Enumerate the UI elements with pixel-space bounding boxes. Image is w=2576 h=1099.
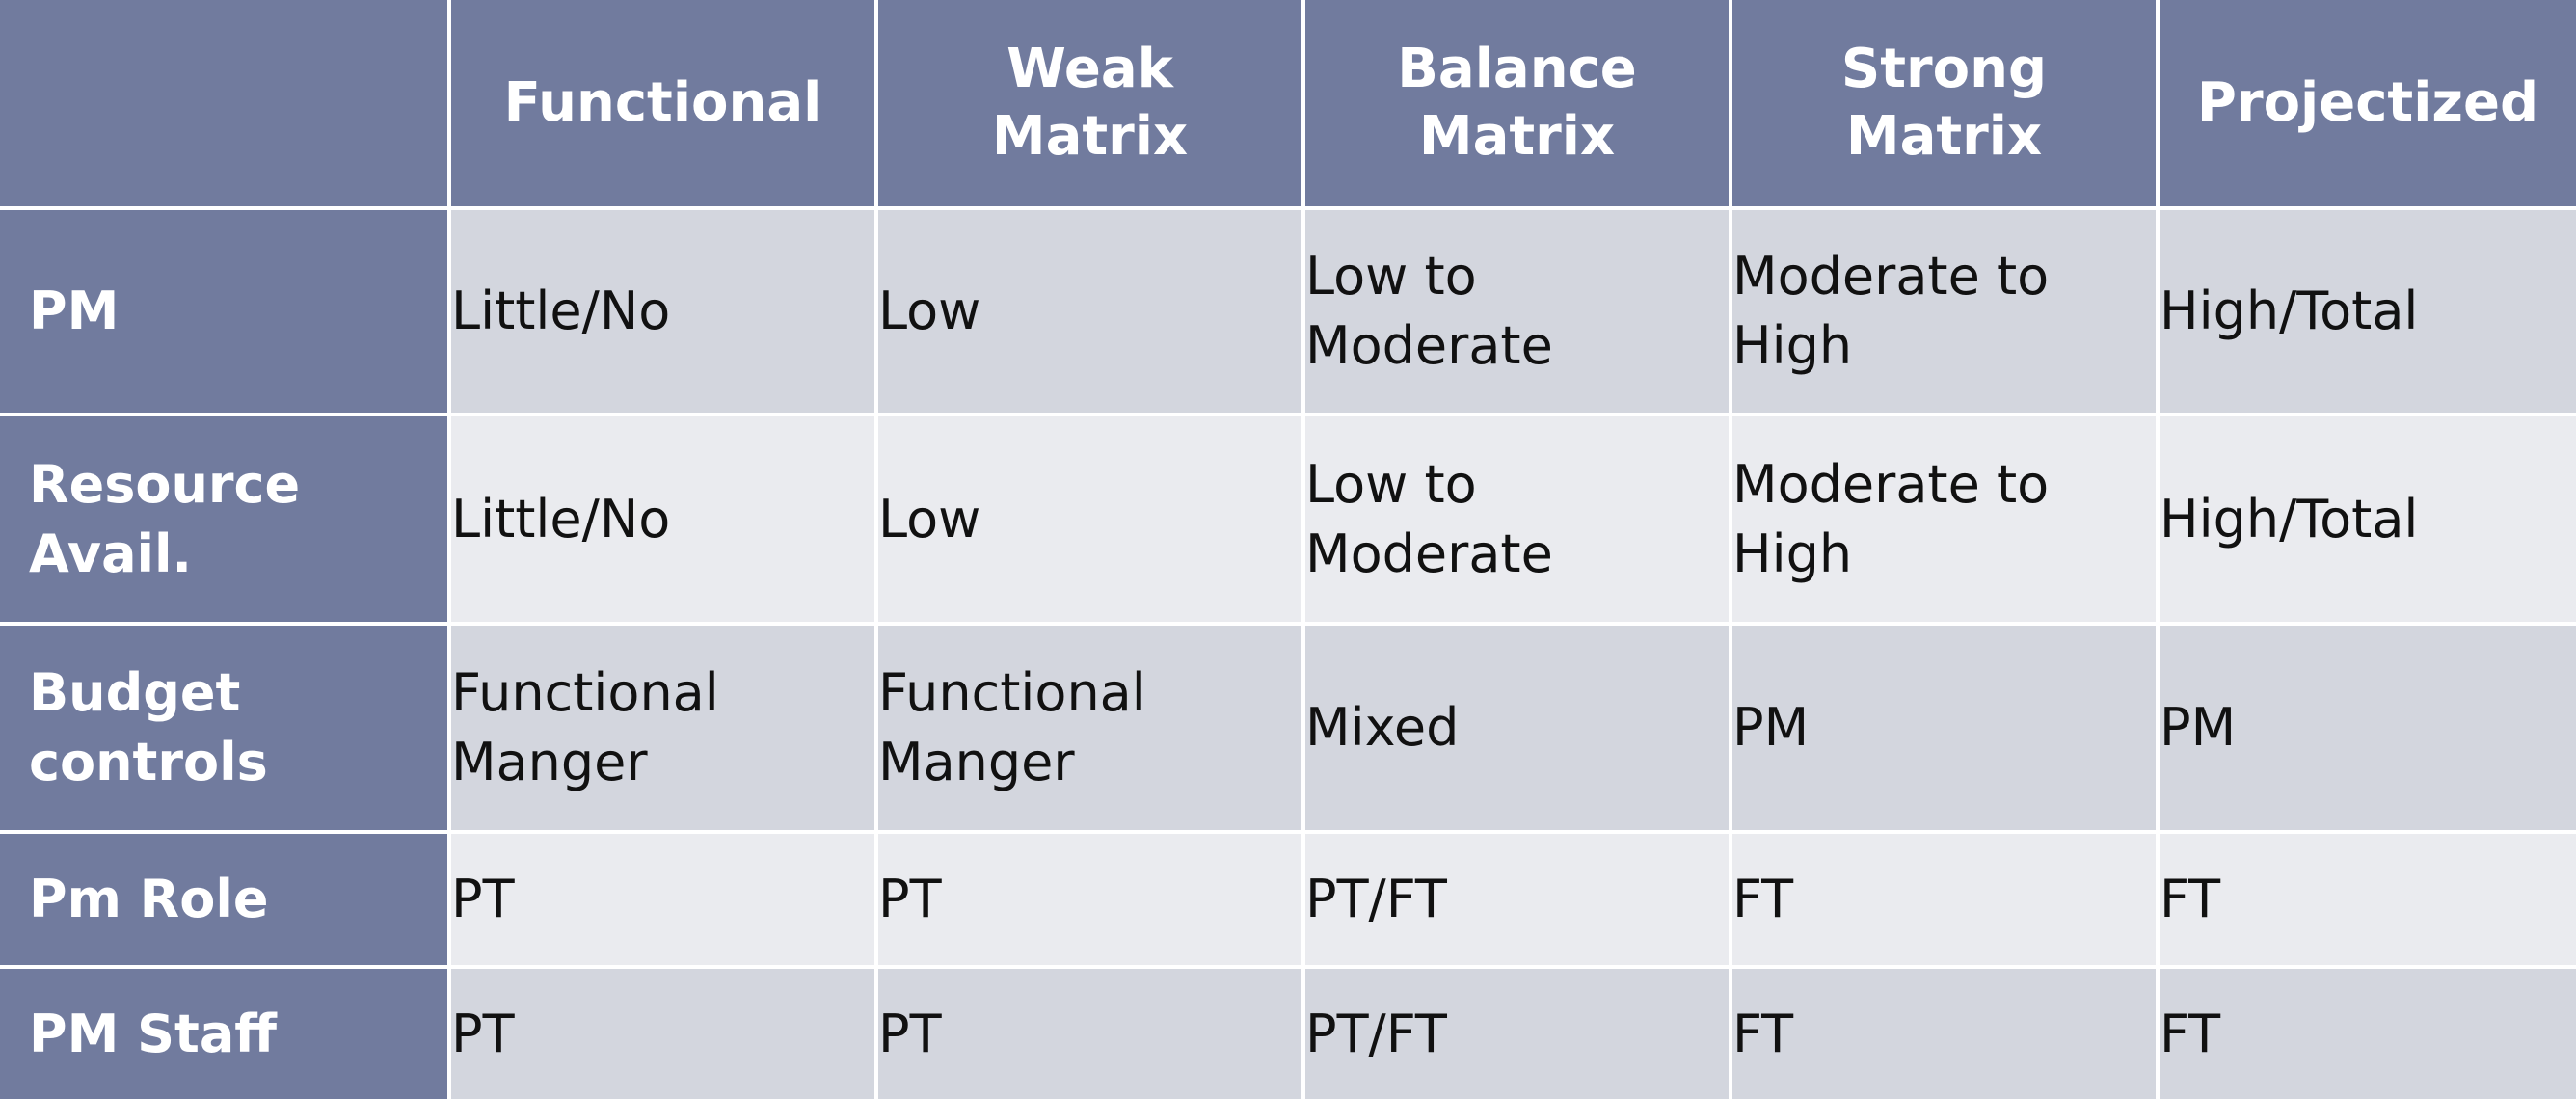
- table-cell: Low: [878, 416, 1305, 626]
- column-header-functional: Functional: [451, 0, 878, 210]
- table-cell: High/Total: [2160, 416, 2576, 626]
- table-cell: Moderate to High: [1732, 210, 2160, 416]
- header-corner-cell: [0, 0, 451, 210]
- table-cell: PM: [1732, 626, 2160, 834]
- row-header-resource-avail: Resource Avail.: [0, 416, 451, 626]
- table-cell: Moderate to High: [1732, 416, 2160, 626]
- table-row-pm: PM Little/No Low Low to Moderate Moderat…: [0, 210, 2576, 416]
- column-header-line: Matrix: [1845, 105, 2043, 168]
- table-cell: Little/No: [451, 210, 878, 416]
- cell-line: PT: [451, 1003, 515, 1064]
- cell-line: Little/No: [451, 488, 671, 550]
- table-cell: Low to Moderate: [1305, 210, 1732, 416]
- cell-line: FT: [1732, 869, 1794, 929]
- column-header-line: Balance: [1397, 38, 1637, 100]
- table-cell: PT: [451, 969, 878, 1099]
- row-header-pm-role: Pm Role: [0, 834, 451, 969]
- table-row-budget-controls: Budget controls Functional Manger Functi…: [0, 626, 2576, 834]
- cell-line: Manger: [451, 732, 648, 792]
- table-cell: FT: [2160, 834, 2576, 969]
- cell-line: Low to: [1305, 453, 1477, 515]
- cell-line: High/Total: [2160, 488, 2419, 550]
- row-header-budget-controls: Budget controls: [0, 626, 451, 834]
- cell-line: High: [1732, 523, 1853, 584]
- table-cell: Functional Manger: [878, 626, 1305, 834]
- cell-line: High: [1732, 315, 1853, 376]
- cell-line: Mixed: [1305, 697, 1460, 758]
- table-cell: High/Total: [2160, 210, 2576, 416]
- table-row-pm-role: Pm Role PT PT PT/FT FT FT: [0, 834, 2576, 969]
- table-row-pm-staff: PM Staff PT PT PT/FT FT FT: [0, 969, 2576, 1099]
- row-header-line: Budget: [29, 662, 241, 723]
- cell-line: FT: [1732, 1003, 1794, 1064]
- cell-line: Moderate: [1305, 523, 1553, 584]
- table-cell: PT/FT: [1305, 834, 1732, 969]
- cell-line: Functional: [878, 662, 1146, 723]
- cell-line: PM: [1732, 697, 1810, 758]
- column-header-weak-matrix: Weak Matrix: [878, 0, 1305, 210]
- header-row: Functional Weak Matrix Balance Matrix St…: [0, 0, 2576, 210]
- table-cell: PT/FT: [1305, 969, 1732, 1099]
- cell-line: FT: [2160, 869, 2221, 929]
- cell-line: PT/FT: [1305, 869, 1447, 929]
- table-cell: FT: [1732, 969, 2160, 1099]
- column-header-line: Projectized: [2196, 71, 2539, 134]
- table-row-resource-avail: Resource Avail. Little/No Low Low to Mod…: [0, 416, 2576, 626]
- row-header-line: Resource: [29, 453, 301, 515]
- cell-line: Low: [878, 281, 981, 341]
- table-cell: Mixed: [1305, 626, 1732, 834]
- table-cell: PT: [451, 834, 878, 969]
- cell-line: FT: [2160, 1003, 2221, 1064]
- cell-line: PT: [451, 869, 515, 929]
- cell-line: Little/No: [451, 281, 671, 341]
- column-header-projectized: Projectized: [2160, 0, 2576, 210]
- column-header-line: Strong: [1840, 38, 2048, 100]
- row-header-line: Pm Role: [29, 869, 269, 929]
- table-cell: FT: [1732, 834, 2160, 969]
- row-header-line: PM: [29, 281, 120, 341]
- table-cell: PT: [878, 969, 1305, 1099]
- row-header-pm: PM: [0, 210, 451, 416]
- row-header-pm-staff: PM Staff: [0, 969, 451, 1099]
- cell-line: PT: [878, 1003, 942, 1064]
- cell-line: Moderate to: [1732, 453, 2050, 515]
- table-cell: PM: [2160, 626, 2576, 834]
- cell-line: Low: [878, 488, 981, 550]
- row-header-line: Avail.: [29, 523, 193, 584]
- table-cell: Functional Manger: [451, 626, 878, 834]
- cell-line: PT: [878, 869, 942, 929]
- table-cell: FT: [2160, 969, 2576, 1099]
- table-cell: Little/No: [451, 416, 878, 626]
- table-cell: Low to Moderate: [1305, 416, 1732, 626]
- cell-line: Moderate: [1305, 315, 1553, 376]
- column-header-strong-matrix: Strong Matrix: [1732, 0, 2160, 210]
- column-header-balance-matrix: Balance Matrix: [1305, 0, 1732, 210]
- column-header-line: Functional: [503, 71, 822, 134]
- table-cell: Low: [878, 210, 1305, 416]
- column-header-line: Matrix: [991, 105, 1189, 168]
- column-header-line: Matrix: [1418, 105, 1616, 168]
- cell-line: Manger: [878, 732, 1075, 792]
- cell-line: Functional: [451, 662, 719, 723]
- column-header-line: Weak: [1006, 38, 1173, 100]
- cell-line: Moderate to: [1732, 246, 2050, 307]
- table-cell: PT: [878, 834, 1305, 969]
- row-header-line: PM Staff: [29, 1003, 278, 1064]
- cell-line: PM: [2160, 697, 2237, 758]
- cell-line: Low to: [1305, 246, 1477, 307]
- row-header-line: controls: [29, 732, 268, 792]
- cell-line: High/Total: [2160, 281, 2419, 341]
- cell-line: PT/FT: [1305, 1003, 1447, 1064]
